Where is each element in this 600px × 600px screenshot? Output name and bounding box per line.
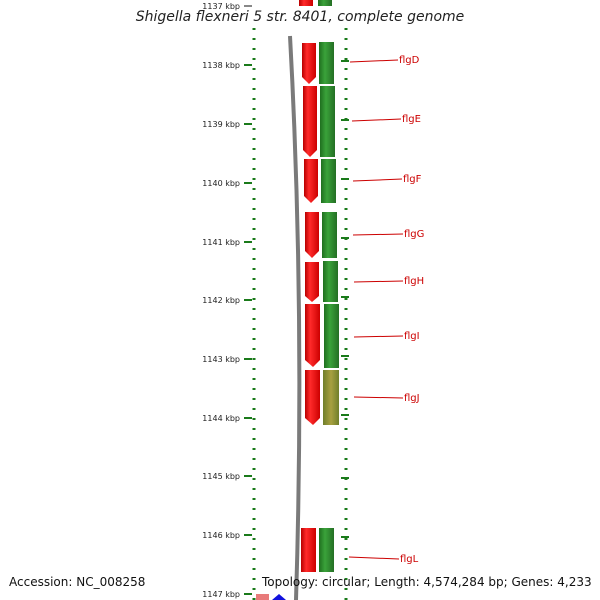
gene-arrow-flgD[interactable] <box>302 43 316 84</box>
gene-arrow-flgG[interactable] <box>305 212 319 258</box>
gene-label-flgH: flgH <box>404 276 424 287</box>
ruler-tick-label: 1140 kbp <box>202 179 240 188</box>
gene-arrow-flgI[interactable] <box>305 304 320 367</box>
gene-leader-line <box>353 280 404 283</box>
cds-block-flgE[interactable] <box>320 86 335 157</box>
gene-arrow-flgH[interactable] <box>305 262 319 302</box>
gene-label-flgD: flgD <box>399 55 420 66</box>
ruler-tick-label: 1138 kbp <box>202 61 240 70</box>
ruler-tick-label: 1143 kbp <box>202 355 240 364</box>
accession-label: Accession: NC_008258 <box>9 575 146 589</box>
gene-arrow-flgE[interactable] <box>303 86 317 157</box>
ruler: 1137 kbp 1138 kbp 1139 kbp 1140 kbp 1141… <box>202 2 252 599</box>
ruler-tick-label: 1144 kbp <box>202 414 240 423</box>
cds-block-flgI[interactable] <box>324 304 339 368</box>
ruler-tick-label: 1139 kbp <box>202 120 240 129</box>
ruler-tick-label: 1145 kbp <box>202 472 240 481</box>
partial-gene-arrow <box>299 0 313 6</box>
gene-arrow-flgF[interactable] <box>304 159 318 203</box>
gene-label-flgI: flgI <box>404 331 420 342</box>
gene-label-flgL: flgL <box>400 554 419 565</box>
map-title: Shigella flexneri 5 str. 8401, complete … <box>135 9 465 25</box>
gene-label-flgG: flgG <box>404 229 424 240</box>
gene-leader-line <box>352 233 404 236</box>
gene-leader-line <box>352 178 403 182</box>
cds-block-flgD[interactable] <box>319 42 334 84</box>
gene-leader-line <box>349 59 399 63</box>
genome-backbone <box>288 35 302 600</box>
gene-leader-line <box>348 556 400 560</box>
gene-arrow-flgJ[interactable] <box>305 370 320 425</box>
partial-cds-block <box>318 0 332 6</box>
cds-block-flgF[interactable] <box>321 159 336 203</box>
cds-block-flgL[interactable] <box>319 528 334 572</box>
gene-label-flgF: flgF <box>403 174 422 185</box>
gene-leader-line <box>353 335 404 338</box>
gene-arrow-flgL[interactable] <box>301 528 316 572</box>
outer-ticks <box>341 60 349 538</box>
ruler-tick-label: 1146 kbp <box>202 531 240 540</box>
gene-label-flgE: flgE <box>402 114 421 125</box>
ruler-tick-label: 1137 kbp <box>202 2 240 11</box>
cds-block-flgG[interactable] <box>322 212 337 258</box>
gene-label-flgJ: flgJ <box>404 393 420 404</box>
gene-leader-line <box>351 118 402 122</box>
ruler-tick-label: 1141 kbp <box>202 238 240 247</box>
cds-block-flgJ[interactable] <box>323 370 339 425</box>
gene-leader-line <box>353 396 404 399</box>
ruler-tick-label: 1147 kbp <box>202 590 240 599</box>
partial-feature-blue <box>272 594 286 600</box>
ruler-tick-label: 1142 kbp <box>202 296 240 305</box>
partial-feature-pink <box>256 594 269 600</box>
genome-summary: Topology: circular; Length: 4,574,284 bp… <box>262 575 592 589</box>
cds-block-flgH[interactable] <box>323 261 338 302</box>
